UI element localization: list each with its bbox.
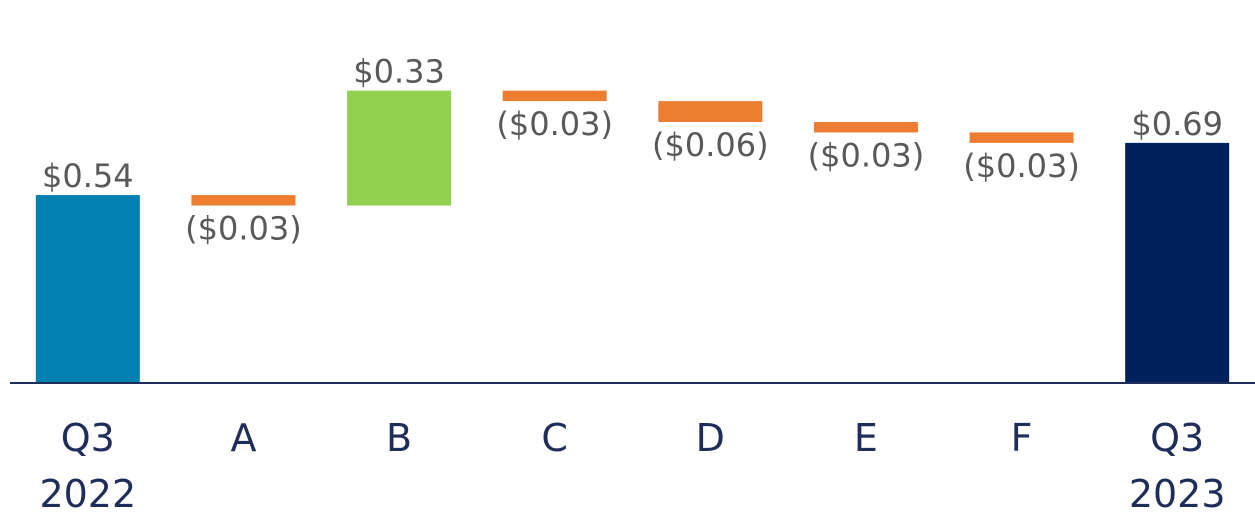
bar xyxy=(1125,142,1230,383)
x-tick-label: D xyxy=(696,416,725,460)
value-label: $0.69 xyxy=(1131,105,1223,143)
value-label: ($0.03) xyxy=(496,105,613,143)
value-label: ($0.06) xyxy=(652,126,769,164)
value-label: $0.33 xyxy=(353,53,445,91)
bar xyxy=(813,122,918,133)
bar xyxy=(191,195,296,206)
x-tick-label: E xyxy=(854,416,878,460)
value-label: ($0.03) xyxy=(808,136,925,174)
bar xyxy=(658,101,763,122)
x-tick-label: A xyxy=(230,416,256,460)
value-label: ($0.03) xyxy=(963,147,1080,185)
bar xyxy=(969,132,1074,143)
value-label: $0.54 xyxy=(42,157,134,195)
value-label: ($0.03) xyxy=(185,210,302,248)
x-tick-label: C xyxy=(541,416,568,460)
x-tick-label: Q3 2023 xyxy=(1129,416,1226,515)
bar xyxy=(502,90,607,102)
x-tick-label: B xyxy=(386,416,412,460)
x-tick-label: F xyxy=(1011,416,1033,460)
bar xyxy=(347,90,452,206)
bar xyxy=(35,195,140,383)
x-tick-label: Q3 2022 xyxy=(39,416,136,515)
